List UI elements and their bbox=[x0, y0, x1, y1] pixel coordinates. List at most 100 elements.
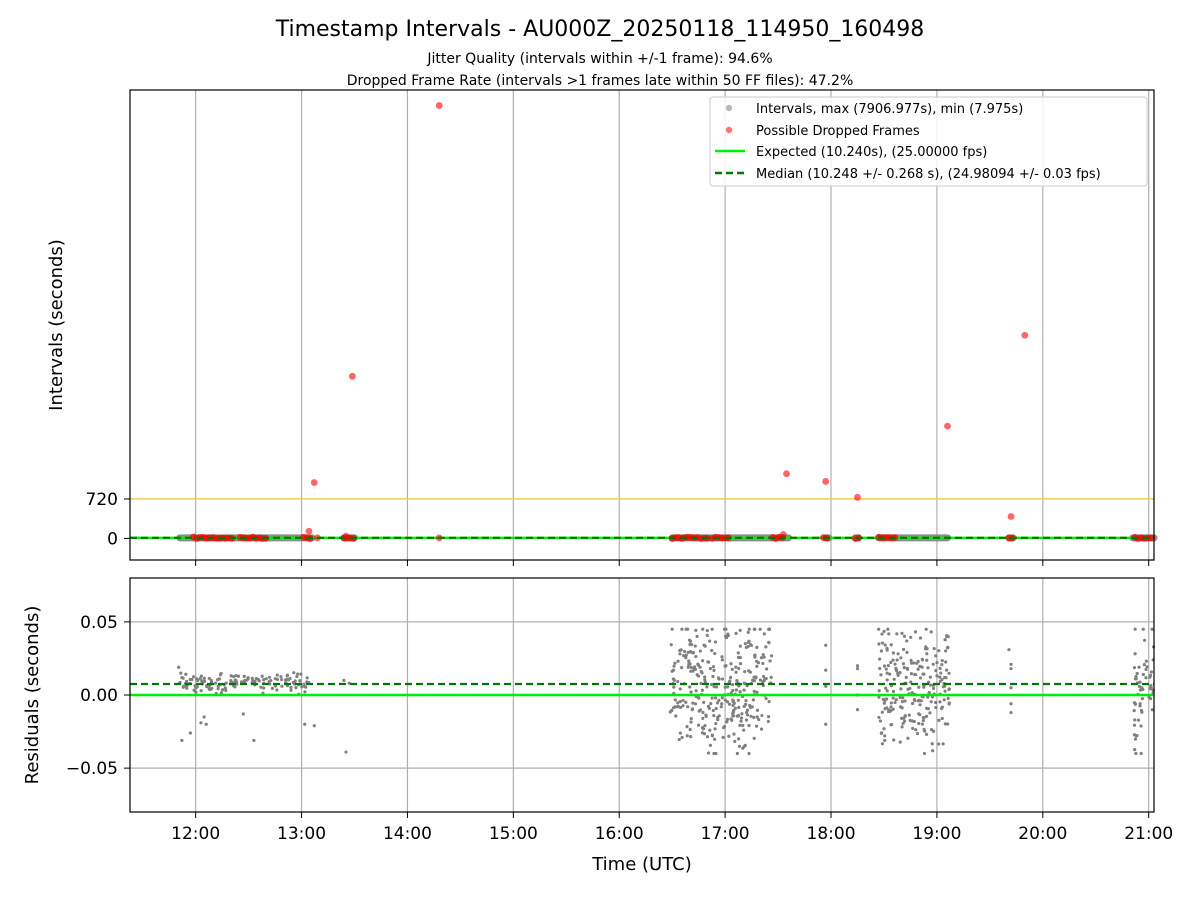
residual-point bbox=[909, 635, 913, 639]
dropped-frame-point bbox=[854, 493, 861, 501]
residual-point bbox=[893, 700, 897, 705]
residual-point bbox=[752, 689, 756, 694]
residual-point bbox=[700, 688, 704, 692]
residual-point bbox=[1140, 697, 1145, 701]
residual-point bbox=[294, 686, 298, 690]
residual-point bbox=[945, 646, 950, 650]
residual-point bbox=[1009, 686, 1013, 690]
residual-point bbox=[273, 684, 278, 688]
residual-point bbox=[905, 667, 910, 671]
residual-point bbox=[767, 699, 771, 704]
residual-point bbox=[891, 658, 895, 662]
residual-point bbox=[712, 668, 716, 672]
x-tick-label: 19:00 bbox=[912, 824, 961, 844]
residual-point bbox=[711, 665, 716, 669]
residual-point bbox=[878, 666, 882, 671]
residual-point bbox=[895, 658, 899, 662]
residual-point bbox=[270, 686, 275, 691]
residual-point bbox=[701, 627, 705, 631]
residual-point bbox=[241, 712, 245, 716]
residual-point bbox=[751, 698, 756, 702]
residual-point bbox=[681, 704, 685, 708]
residual-point bbox=[234, 678, 238, 682]
residual-point bbox=[1139, 724, 1143, 728]
residual-point bbox=[701, 710, 705, 715]
x-tick-label: 14:00 bbox=[383, 824, 432, 844]
residual-point bbox=[686, 627, 690, 631]
residual-point bbox=[755, 664, 759, 668]
residual-point bbox=[732, 732, 736, 736]
residual-point bbox=[731, 703, 735, 708]
residual-point bbox=[749, 714, 753, 718]
residual-point bbox=[902, 716, 906, 720]
residual-point bbox=[682, 649, 687, 654]
residual-point bbox=[678, 731, 682, 735]
residual-point bbox=[684, 653, 688, 657]
residual-point bbox=[917, 721, 921, 726]
residual-point bbox=[880, 731, 884, 735]
residual-point bbox=[720, 702, 724, 706]
residual-point bbox=[701, 727, 705, 731]
residual-point bbox=[717, 698, 721, 702]
residual-point bbox=[905, 650, 909, 654]
residual-point bbox=[689, 735, 693, 739]
residual-point bbox=[727, 702, 732, 706]
residual-point bbox=[223, 686, 227, 690]
residual-point bbox=[714, 721, 718, 726]
residual-point bbox=[677, 737, 681, 742]
residual-point bbox=[908, 718, 912, 723]
residual-point bbox=[312, 724, 316, 728]
residual-point bbox=[921, 672, 925, 676]
residual-point bbox=[881, 697, 885, 701]
residual-point bbox=[886, 664, 890, 668]
x-tick-label: 18:00 bbox=[807, 824, 856, 844]
residual-point bbox=[673, 698, 677, 702]
residual-point bbox=[925, 658, 929, 662]
residual-point bbox=[705, 685, 709, 689]
residual-point bbox=[693, 665, 697, 669]
residual-point bbox=[946, 696, 950, 701]
residual-point bbox=[929, 700, 933, 704]
residual-point bbox=[698, 665, 702, 669]
residual-point bbox=[742, 728, 746, 732]
residual-point bbox=[938, 675, 942, 679]
residual-point bbox=[275, 673, 279, 677]
residual-point bbox=[943, 638, 947, 642]
residual-point bbox=[880, 742, 885, 746]
residual-point bbox=[762, 655, 766, 659]
residual-point bbox=[928, 683, 933, 687]
residual-point bbox=[201, 679, 205, 683]
residual-point bbox=[744, 710, 749, 714]
residual-point bbox=[877, 642, 881, 646]
dropped-frame-point bbox=[435, 102, 443, 109]
residual-point bbox=[769, 654, 774, 658]
residual-point bbox=[267, 680, 271, 684]
residual-point bbox=[884, 686, 888, 690]
residual-point bbox=[907, 713, 911, 717]
residual-point bbox=[747, 627, 751, 631]
residual-point bbox=[673, 705, 677, 709]
residual-point bbox=[280, 684, 284, 688]
bottom-y-tick-label: 0.00 bbox=[80, 686, 118, 706]
residual-point bbox=[734, 670, 738, 674]
residual-point bbox=[746, 645, 750, 649]
residual-point bbox=[904, 675, 908, 679]
residual-point bbox=[720, 655, 724, 659]
residual-point bbox=[1009, 702, 1013, 706]
residual-point bbox=[895, 632, 899, 636]
residual-point bbox=[1136, 718, 1141, 722]
residual-point bbox=[695, 634, 699, 639]
residual-point bbox=[747, 723, 751, 728]
residual-point bbox=[712, 685, 716, 689]
legend-median-label: Median (10.248 +/- 0.268 s), (24.98094 +… bbox=[756, 167, 1101, 182]
residual-point bbox=[688, 727, 692, 732]
residual-point bbox=[877, 627, 881, 631]
residual-point bbox=[708, 743, 713, 747]
residual-point bbox=[736, 698, 740, 702]
residual-point bbox=[753, 655, 757, 659]
residual-point bbox=[731, 682, 735, 687]
residual-point bbox=[711, 708, 715, 713]
residual-point bbox=[938, 700, 942, 704]
residual-point bbox=[891, 707, 895, 711]
residual-point bbox=[678, 687, 682, 691]
